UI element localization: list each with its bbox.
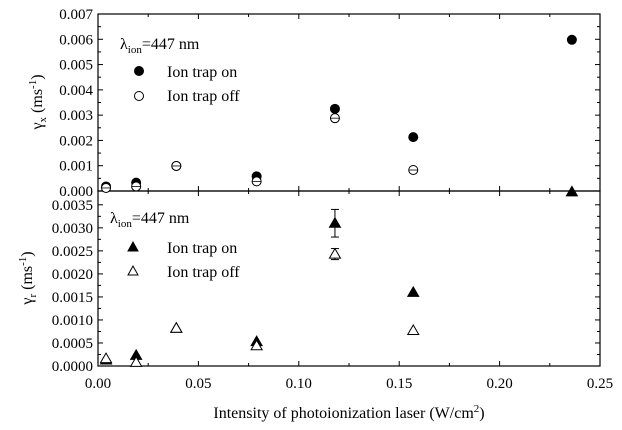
- ticks-layer: 0.000 0.001 0.002 0.003 0.004 0.005 0.006 0.007…: [52, 7, 613, 392]
- top-y-tick-label: 0.003: [59, 108, 93, 124]
- x-tick-label: 0.10: [286, 376, 312, 392]
- legend-label-ion-trap-on-top: Ion trap on: [167, 64, 237, 81]
- bottom-ion-trap-off-point: [99, 352, 113, 364]
- bottom-annotation: λion=447 nm: [110, 210, 190, 230]
- bottom-y-axis-label: γr (ms-1): [17, 251, 39, 305]
- bottom-y-tick-label: 0.0000: [52, 359, 93, 375]
- top-y-tick-label: 0.007: [59, 7, 93, 23]
- bottom-y-tick-label: 0.0005: [52, 336, 93, 352]
- top-ion-trap-off-point: [408, 165, 419, 176]
- top-y-tick-label: 0.001: [59, 159, 93, 175]
- top-ion-trap-off-point: [329, 113, 340, 124]
- x-tick-label: 0.20: [486, 376, 512, 392]
- x-tick-label: 0.05: [185, 376, 211, 392]
- top-ion-trap-on-point: [566, 34, 577, 45]
- top-ion-trap-off-point: [131, 181, 142, 192]
- legend-label-ion-trap-off-top: Ion trap off: [167, 88, 240, 105]
- top-y-tick-label: 0.005: [59, 58, 93, 74]
- bottom-ion-trap-on-point: [328, 216, 342, 228]
- legend-label-ion-trap-off-bottom: Ion trap off: [167, 264, 240, 281]
- bottom-y-tick-label: 0.0020: [52, 267, 93, 283]
- x-axis-label: Intensity of photoionization laser (W/cm…: [213, 403, 484, 422]
- top-y-tick-label: 0.006: [59, 32, 93, 48]
- bottom-ion-trap-off-point: [169, 321, 183, 333]
- bottom-ion-trap-off-point: [406, 324, 420, 336]
- top-ion-trap-off-point: [251, 176, 262, 187]
- top-y-tick-label: 0.004: [59, 83, 93, 99]
- top-ion-trap-off-point: [101, 182, 112, 193]
- bottom-ion-trap-on-point: [565, 185, 579, 197]
- x-tick-label: 0.15: [386, 376, 412, 392]
- x-tick-label: 0.25: [587, 376, 613, 392]
- bottom-ion-trap-off-point: [250, 339, 263, 351]
- bottom-ion-trap-off-point: [328, 247, 342, 259]
- bottom-y-tick-label: 0.0010: [52, 313, 93, 329]
- bottom-ion-trap-on-point: [406, 285, 420, 297]
- bottom-ion-trap-off-point: [129, 355, 143, 367]
- top-ion-trap-off-point: [171, 160, 182, 171]
- bottom-y-tick-label: 0.0015: [52, 290, 93, 306]
- legend-marker-ion-trap-off-bottom: [127, 264, 139, 276]
- legend-marker-ion-trap-off-top: [134, 91, 144, 101]
- top-ion-trap-on-point: [408, 132, 419, 143]
- bottom-y-tick-label: 0.0030: [52, 221, 93, 237]
- legend-label-ion-trap-on-bottom: Ion trap on: [167, 240, 237, 257]
- legend-marker-ion-trap-on-top: [134, 66, 144, 76]
- x-tick-label: 0.00: [85, 376, 111, 392]
- bottom-y-tick-label: 0.0035: [52, 198, 93, 214]
- top-y-tick-label: 0.002: [59, 133, 93, 149]
- legend-marker-ion-trap-on-bottom: [127, 240, 139, 252]
- top-annotation: λion=447 nm: [120, 36, 200, 56]
- marks-layer: [99, 34, 579, 367]
- top-y-tick-label: 0.000: [59, 184, 93, 200]
- bottom-y-tick-label: 0.0025: [52, 244, 93, 260]
- top-y-axis-label: γx (ms-1): [27, 74, 49, 130]
- top-ion-trap-on-point: [329, 103, 340, 114]
